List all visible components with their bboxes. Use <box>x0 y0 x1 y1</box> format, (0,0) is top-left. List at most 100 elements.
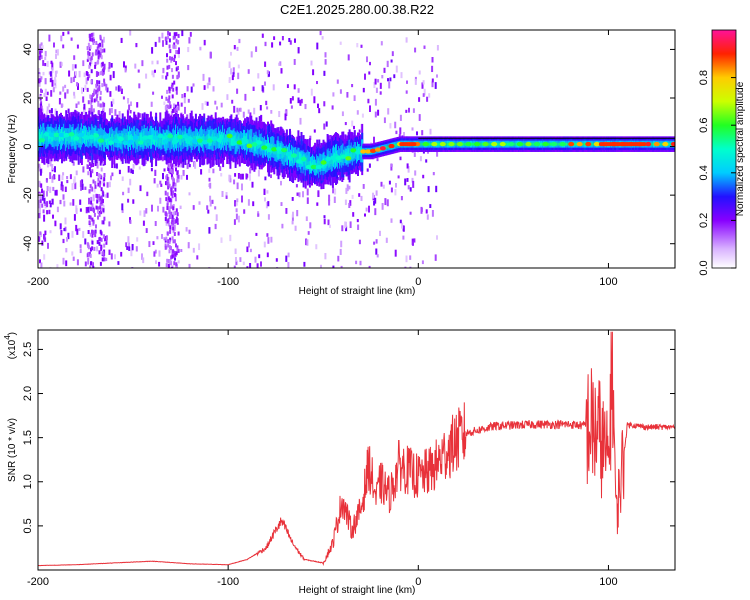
ridge-peak <box>534 141 540 147</box>
ridge-peak <box>251 142 258 147</box>
noise-speck <box>175 251 178 256</box>
ridge-peak <box>516 141 523 147</box>
noise-speck <box>103 78 106 83</box>
noise-speck <box>111 172 114 177</box>
svg-text:(x104): (x104) <box>3 332 18 359</box>
noise-speck <box>279 41 282 46</box>
spectral-band-cell <box>481 142 484 146</box>
noise-speck <box>98 46 101 50</box>
noise-speck <box>39 231 42 235</box>
noise-speck <box>254 256 257 263</box>
noise-speck <box>39 43 42 51</box>
noise-speck <box>188 192 191 196</box>
ridge-peak <box>295 159 302 164</box>
noise-speck <box>395 183 397 188</box>
noise-speck <box>109 74 112 81</box>
spectral-band-cell <box>79 133 82 144</box>
noise-speck <box>103 82 106 87</box>
noise-speck <box>167 196 170 201</box>
noise-speck <box>390 218 393 223</box>
noise-speck <box>63 200 66 207</box>
spectral-band-cell <box>472 142 474 146</box>
noise-speck <box>145 208 148 214</box>
noise-speck <box>76 44 79 49</box>
noise-speck <box>46 110 49 118</box>
noise-speck <box>165 96 168 101</box>
noise-speck <box>169 56 171 61</box>
noise-speck <box>48 200 51 204</box>
noise-speck <box>38 236 40 242</box>
noise-speck <box>400 72 403 79</box>
noise-speck <box>43 197 46 204</box>
noise-speck <box>374 208 377 216</box>
noise-speck <box>267 237 270 244</box>
noise-speck <box>92 114 95 119</box>
noise-speck <box>395 65 398 73</box>
noise-speck <box>406 80 408 84</box>
noise-speck <box>177 174 180 179</box>
snr-x-ticks: -200 -100 0 100 <box>27 330 618 588</box>
noise-speck <box>177 248 180 253</box>
ridge-peak <box>439 141 446 147</box>
noise-speck <box>168 95 171 100</box>
noise-speck <box>89 265 92 268</box>
noise-speck <box>96 94 99 99</box>
ridge-peak <box>286 151 292 157</box>
noise-speck <box>175 90 178 95</box>
noise-speck <box>172 206 175 211</box>
noise-speck <box>208 177 211 182</box>
noise-speck <box>99 202 102 207</box>
noise-speck <box>166 200 169 205</box>
noise-speck <box>188 37 191 44</box>
noise-speck <box>328 199 331 206</box>
noise-speck <box>431 78 434 83</box>
noise-speck <box>100 195 103 200</box>
spectral-band-cell <box>317 160 320 169</box>
noise-speck <box>169 162 172 167</box>
noise-speck <box>431 65 434 73</box>
noise-speck <box>91 233 94 238</box>
noise-speck <box>135 246 138 252</box>
noise-speck <box>99 96 102 101</box>
noise-speck <box>48 109 51 114</box>
noise-speck <box>270 110 273 114</box>
noise-speck <box>52 186 55 191</box>
noise-speck <box>418 114 421 121</box>
noise-speck <box>171 236 174 241</box>
ridge-peak <box>365 149 372 154</box>
noise-speck <box>407 166 410 173</box>
noise-speck <box>90 79 93 84</box>
noise-speck <box>203 85 206 90</box>
noise-speck <box>81 87 83 94</box>
noise-speck <box>291 214 294 221</box>
noise-speck <box>144 160 147 164</box>
noise-speck <box>163 101 166 106</box>
noise-speck <box>86 207 89 212</box>
noise-speck <box>291 96 294 101</box>
noise-speck <box>76 82 79 87</box>
noise-speck <box>414 79 417 85</box>
noise-speck <box>340 240 343 248</box>
noise-speck <box>235 213 238 220</box>
noise-speck <box>96 157 99 162</box>
noise-speck <box>83 72 86 78</box>
noise-speck <box>51 67 54 71</box>
noise-speck <box>103 177 106 182</box>
noise-speck <box>61 184 64 192</box>
noise-speck <box>177 52 180 58</box>
noise-speck <box>92 219 95 224</box>
noise-speck <box>91 229 93 234</box>
spectral-band-cell <box>205 136 208 144</box>
noise-speck <box>95 41 98 45</box>
ridge-peak <box>103 134 110 139</box>
noise-speck <box>162 206 165 213</box>
noise-speck <box>89 253 92 258</box>
noise-speck <box>337 255 340 262</box>
noise-speck <box>124 65 127 71</box>
noise-speck <box>285 208 288 214</box>
spectral-band-cell <box>150 135 153 146</box>
noise-speck <box>411 177 414 183</box>
noise-speck <box>97 110 100 115</box>
spectral-band-cell <box>107 133 109 149</box>
noise-speck <box>89 37 92 42</box>
